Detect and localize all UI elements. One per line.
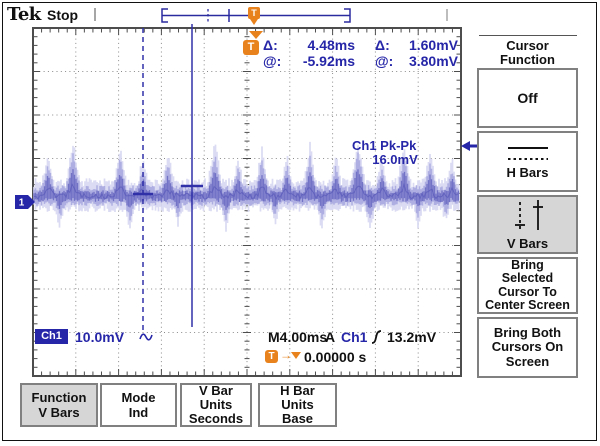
v-bars-button[interactable]: V Bars — [477, 195, 578, 254]
trigger-position-flag[interactable]: T — [248, 7, 260, 19]
menu-title: Cursor Function — [500, 38, 555, 67]
trigger-position-flag-tip — [250, 19, 258, 25]
trigger-delay-arrow-icon: → — [280, 348, 292, 362]
function-v-bars-label: Function V Bars — [31, 390, 87, 420]
acquisition-status: Stop — [47, 7, 79, 23]
at-volt-value: 3.80mV — [408, 53, 458, 69]
trigger-delay-triangle-icon — [291, 352, 301, 359]
outer-frame — [2, 2, 597, 441]
v-bar-units-label: V Bar Units Seconds — [188, 383, 244, 426]
record-bar-left-bracket — [161, 8, 168, 23]
rising-edge-icon — [371, 330, 382, 344]
channel1-marker-label: 1 — [19, 198, 25, 209]
delta-time-value: 4.48ms — [307, 37, 355, 53]
v-bar-units-button[interactable]: V Bar Units Seconds — [180, 383, 252, 427]
ac-coupling-icon — [139, 333, 153, 341]
h-bar-units-button[interactable]: H Bar Units Base — [258, 383, 337, 427]
waveform-centerline — [33, 182, 459, 201]
channel1-badge: Ch1 — [35, 329, 68, 344]
function-v-bars-button[interactable]: Function V Bars — [20, 383, 98, 427]
trigger-delay-value: 0.00000 s — [304, 349, 367, 365]
h-bars-button[interactable]: H Bars — [477, 131, 578, 192]
channel1-marker[interactable] — [15, 195, 35, 209]
at-time-label: @: — [263, 53, 282, 69]
bring-selected-cursor-label: Bring Selected Cursor To Center Screen — [485, 257, 570, 312]
bring-both-cursors-button[interactable]: Bring Both Cursors On Screen — [477, 317, 578, 378]
trigger-source: Ch1 — [341, 329, 368, 345]
h-bars-label: H Bars — [506, 164, 549, 180]
pkpk-measurement-label: Ch1 Pk-Pk — [352, 138, 417, 153]
delta-time-label: Δ: — [263, 37, 278, 53]
pkpk-measurement-value: 16.0mV — [372, 152, 418, 167]
trigger-level-value: 13.2mV — [387, 329, 437, 345]
delta-volt-label: Δ: — [375, 37, 390, 53]
at-volt-label: @: — [375, 53, 394, 69]
record-bar-right-bracket — [344, 8, 351, 23]
v-bars-icon — [514, 199, 543, 232]
h-bars-icon — [507, 146, 548, 160]
trigger-acq-label: A — [325, 329, 336, 345]
bring-selected-cursor-button[interactable]: Bring Selected Cursor To Center Screen — [477, 257, 578, 314]
menu-title-rule — [479, 35, 577, 36]
v-bars-label: V Bars — [506, 235, 549, 251]
at-time-value: -5.92ms — [302, 53, 355, 69]
cursor-off-button[interactable]: Off — [477, 68, 578, 128]
h-bar-units-label: H Bar Units Base — [280, 383, 315, 426]
tek-logo: Tek — [7, 4, 41, 25]
trigger-delay-t-icon: T — [265, 350, 278, 363]
pkpk-arrow-icon — [461, 141, 477, 151]
mode-ind-button[interactable]: Mode Ind — [100, 383, 177, 427]
trigger-point-arrow-icon — [249, 31, 263, 39]
channel1-scale: 10.0mV — [75, 329, 125, 345]
cursor-off-label: Off — [517, 90, 538, 106]
mode-ind-label: Mode Ind — [121, 390, 156, 420]
timebase-readout: M4.00ms — [268, 329, 328, 345]
delta-volt-value: 1.60mV — [408, 37, 458, 53]
bring-both-cursors-label: Bring Both Cursors On Screen — [491, 324, 564, 369]
trigger-t-badge: T — [243, 40, 259, 55]
